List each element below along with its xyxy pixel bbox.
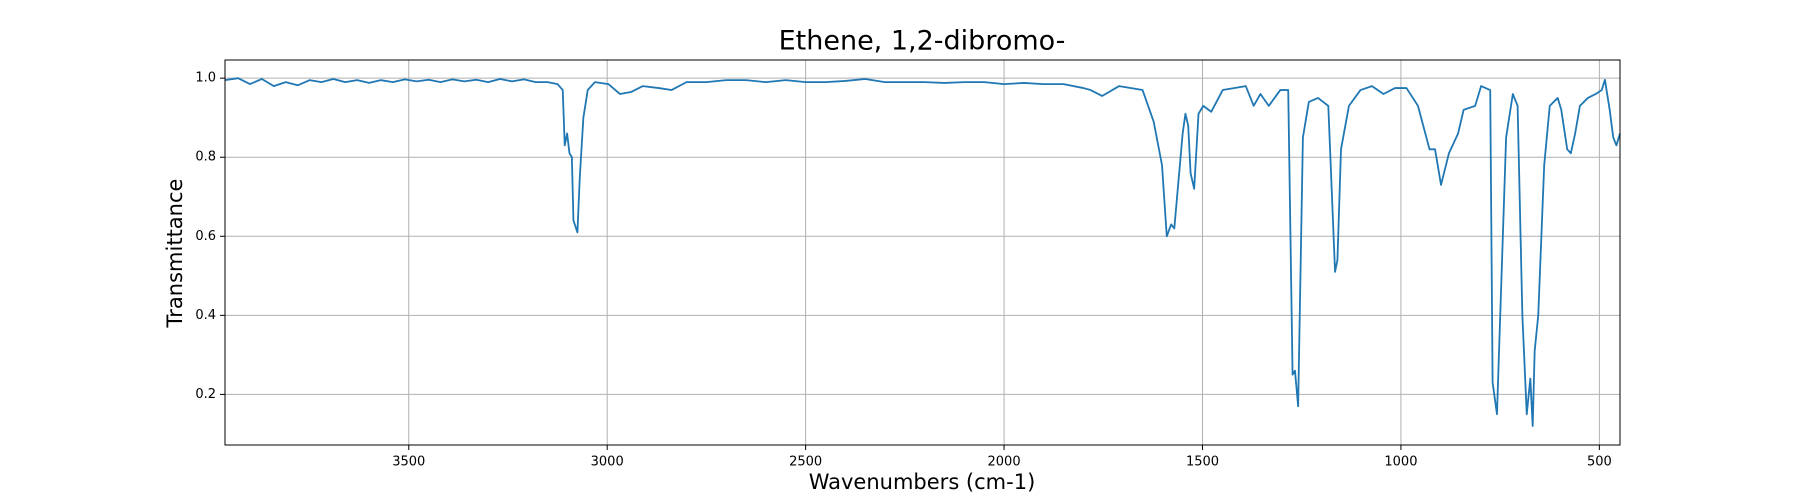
x-tick-label: 1500 bbox=[1186, 455, 1219, 470]
chart-title: Ethene, 1,2-dibromo- bbox=[779, 26, 1066, 57]
plot-frame bbox=[224, 59, 1621, 446]
x-tick-label: 2000 bbox=[988, 455, 1021, 470]
x-tick-label: 500 bbox=[1587, 455, 1612, 470]
y-tick-label: 0.4 bbox=[195, 308, 216, 323]
y-tick-label: 0.6 bbox=[195, 229, 216, 244]
x-tick-label: 3500 bbox=[392, 455, 425, 470]
y-tick-label: 0.8 bbox=[195, 150, 216, 165]
y-tick-label: 1.0 bbox=[195, 71, 216, 86]
spectrum-line bbox=[224, 77, 1621, 427]
y-tick-label: 0.2 bbox=[195, 387, 216, 402]
x-tick-label: 2500 bbox=[789, 455, 822, 470]
x-axis-label: Wavenumbers (cm-1) bbox=[809, 470, 1036, 494]
x-tick-label: 1000 bbox=[1384, 455, 1417, 470]
y-axis-label: Transmittance bbox=[163, 179, 187, 329]
x-tick-label: 3000 bbox=[591, 455, 624, 470]
